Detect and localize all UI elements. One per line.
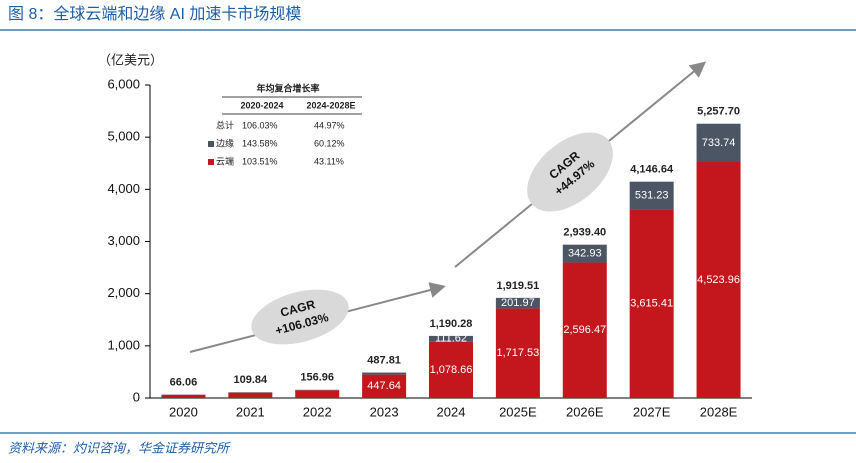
value-label: 201.97 bbox=[501, 297, 535, 309]
value-label: 733.74 bbox=[702, 137, 736, 149]
total-label: 66.06 bbox=[170, 376, 198, 388]
total-label: 5,257.70 bbox=[697, 106, 740, 118]
value-label: 2,596.47 bbox=[563, 324, 606, 336]
value-label: 1,717.53 bbox=[496, 347, 539, 359]
value-label: 111.62 bbox=[435, 333, 467, 345]
x-tick-label: 2026E bbox=[566, 404, 604, 419]
legend-swatch bbox=[208, 141, 214, 147]
value-label: 3,615.41 bbox=[630, 298, 673, 310]
bar-segment bbox=[629, 209, 674, 398]
bar-segment bbox=[161, 394, 206, 398]
table-cell: 103.51% bbox=[242, 156, 278, 166]
x-tick-label: 2022 bbox=[303, 404, 332, 419]
total-label: 2,939.40 bbox=[563, 227, 606, 239]
bar-segment bbox=[495, 297, 540, 309]
value-label: 447.64 bbox=[367, 380, 401, 392]
value-label: 531.23 bbox=[635, 189, 669, 201]
bar-segment bbox=[696, 162, 741, 398]
legend-label: 边缘 bbox=[216, 137, 234, 148]
table-cell: 106.03% bbox=[242, 120, 278, 130]
bar-segment bbox=[429, 335, 473, 342]
table-header: 2020-2024 bbox=[240, 100, 283, 110]
total-label: 1,190.28 bbox=[430, 318, 473, 330]
x-tick-label: 2028E bbox=[700, 404, 738, 419]
bar-segment bbox=[429, 341, 473, 398]
y-tick-label: 4,000 bbox=[107, 181, 140, 196]
value-label: 342.93 bbox=[568, 248, 602, 260]
value-label: 4,523.96 bbox=[697, 274, 740, 286]
x-tick-label: 2027E bbox=[633, 404, 671, 419]
value-label: 1,078.66 bbox=[430, 364, 473, 376]
bar-segment bbox=[495, 308, 540, 398]
y-tick-label: 6,000 bbox=[107, 76, 140, 91]
table-cell: 43.11% bbox=[314, 156, 344, 166]
bar-segment bbox=[362, 374, 407, 398]
x-tick-label: 2020 bbox=[169, 404, 198, 419]
table-cell: 143.58% bbox=[242, 138, 278, 148]
total-label: 487.81 bbox=[367, 354, 401, 366]
total-label: 1,919.51 bbox=[496, 280, 539, 292]
total-label: 4,146.64 bbox=[630, 164, 674, 176]
table-row-label: 总计 bbox=[216, 119, 234, 130]
legend-label: 云端 bbox=[216, 155, 234, 166]
x-tick-label: 2021 bbox=[236, 404, 265, 419]
y-tick-label: 3,000 bbox=[107, 233, 140, 248]
y-tick-label: 2,000 bbox=[107, 285, 140, 300]
y-tick-label: 1,000 bbox=[107, 337, 140, 352]
total-label: 156.96 bbox=[300, 372, 334, 384]
table-cell: 44.97% bbox=[314, 120, 345, 130]
table-cell: 60.12% bbox=[314, 138, 345, 148]
bar-segment bbox=[629, 181, 674, 210]
bar-segment bbox=[228, 392, 273, 398]
bar-segment bbox=[295, 390, 340, 398]
x-tick-label: 2023 bbox=[370, 404, 399, 419]
x-tick-label: 2025E bbox=[499, 404, 537, 419]
table-header: 2024-2028E bbox=[306, 100, 355, 110]
bar-segment bbox=[562, 244, 607, 263]
source: 资料来源：灼识咨询，华金证券研究所 bbox=[8, 440, 231, 455]
x-tick-label: 2024 bbox=[437, 404, 466, 419]
y-tick-label: 0 bbox=[133, 389, 140, 404]
chart-title: 图 8：全球云端和边缘 AI 加速卡市场规模 bbox=[8, 5, 301, 23]
unit-label: （亿美元） bbox=[98, 52, 163, 67]
cagr-bubble bbox=[251, 289, 349, 345]
bar-segment bbox=[362, 372, 407, 375]
bar-segment bbox=[696, 123, 741, 163]
table-title: 年均复合增长率 bbox=[256, 82, 319, 93]
legend-swatch bbox=[208, 159, 214, 165]
cagr-bubble bbox=[527, 132, 613, 212]
y-tick-label: 5,000 bbox=[107, 129, 140, 144]
bar-segment bbox=[562, 262, 607, 398]
total-label: 109.84 bbox=[234, 374, 269, 386]
